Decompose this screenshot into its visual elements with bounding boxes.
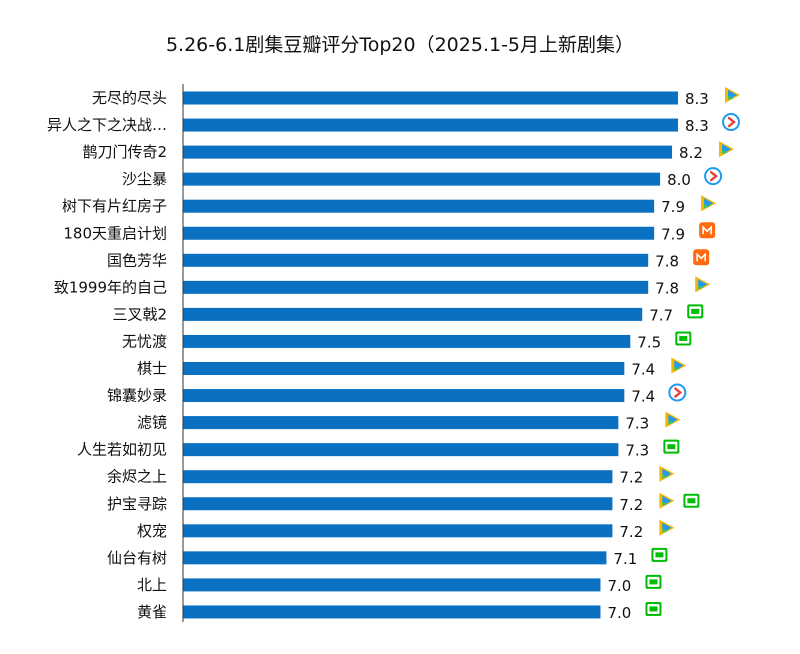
value-label: 7.4 [631,361,655,379]
category-label: 权宠 [137,522,167,540]
chart-title: 5.26-6.1剧集豆瓣评分Top20（2025.1-5月上新剧集） [165,34,635,56]
bar [183,362,625,375]
bar [183,226,655,240]
tencent-video-icon [659,465,675,482]
bar [183,253,649,267]
category-label: 鹊刀门传奇2 [82,143,167,161]
tencent-video-icon [695,276,711,293]
value-label: 7.7 [649,306,673,324]
value-label: 7.0 [607,604,631,622]
category-label: 树下有片红房子 [62,197,167,215]
mango-tv-icon [699,222,716,239]
iqiyi-icon [651,547,668,562]
tencent-video-icon [725,87,740,103]
value-label: 7.4 [631,388,655,406]
value-label: 8.3 [685,90,709,108]
value-label: 7.9 [661,225,685,243]
category-label: 锦囊妙录 [107,387,167,405]
iqiyi-icon [675,331,692,346]
iqiyi-icon [687,304,704,319]
category-label: 仙台有树 [107,549,167,567]
value-label: 7.8 [655,279,679,297]
category-label: 异人之下之决战… [47,116,167,134]
value-label: 7.3 [625,415,649,433]
bar [183,497,613,511]
bar [183,172,661,186]
bar [183,199,655,213]
bar [183,524,613,538]
bar [183,118,678,132]
value-label: 7.2 [619,496,643,514]
tencent-video-icon [659,492,675,509]
value-label: 7.8 [655,252,679,270]
value-label: 7.0 [607,577,631,595]
category-label: 护宝寻踪 [107,495,167,513]
youku-icon [668,383,687,402]
bar [183,145,673,159]
category-label: 北上 [137,576,167,594]
value-label: 7.2 [619,523,643,541]
tencent-video-icon [665,411,681,428]
bar [183,551,607,565]
value-label: 7.9 [661,198,685,216]
category-label: 致1999年的自己 [54,278,167,296]
bar [183,416,619,430]
youku-icon [704,167,723,186]
tencent-video-icon [719,141,735,158]
category-label: 无尽的尽头 [92,89,167,107]
bar [183,334,631,348]
tencent-video-icon [701,195,717,212]
value-label: 7.1 [613,550,637,568]
category-label: 沙尘暴 [122,170,167,188]
value-label: 7.3 [625,442,649,460]
category-label: 余烬之上 [107,468,167,486]
iqiyi-icon [683,493,700,508]
iqiyi-icon [645,601,662,616]
bar [183,307,643,321]
category-label: 无忧渡 [122,332,167,350]
value-label: 7.5 [637,333,661,351]
youku-icon [722,113,740,132]
iqiyi-icon [645,574,662,589]
bar [183,280,649,294]
category-label: 滤镜 [137,414,167,432]
bar [183,389,625,403]
value-label: 8.3 [685,117,709,135]
bar [183,443,619,457]
category-label: 国色芳华 [107,251,167,269]
value-label: 8.0 [667,171,691,189]
category-label: 180天重启计划 [63,224,167,242]
iqiyi-icon [663,439,680,454]
bar [183,91,678,105]
category-label: 黄雀 [137,603,167,621]
category-label: 人生若如初见 [77,441,167,459]
category-label: 三叉戟2 [112,305,167,323]
bar [183,578,601,592]
bar [183,470,613,484]
bar [183,605,601,619]
value-label: 7.2 [619,469,643,487]
tencent-video-icon [659,519,675,536]
value-label: 8.2 [679,144,703,162]
tencent-video-icon [671,357,687,374]
mango-tv-icon [693,249,710,266]
category-label: 棋士 [137,360,167,378]
